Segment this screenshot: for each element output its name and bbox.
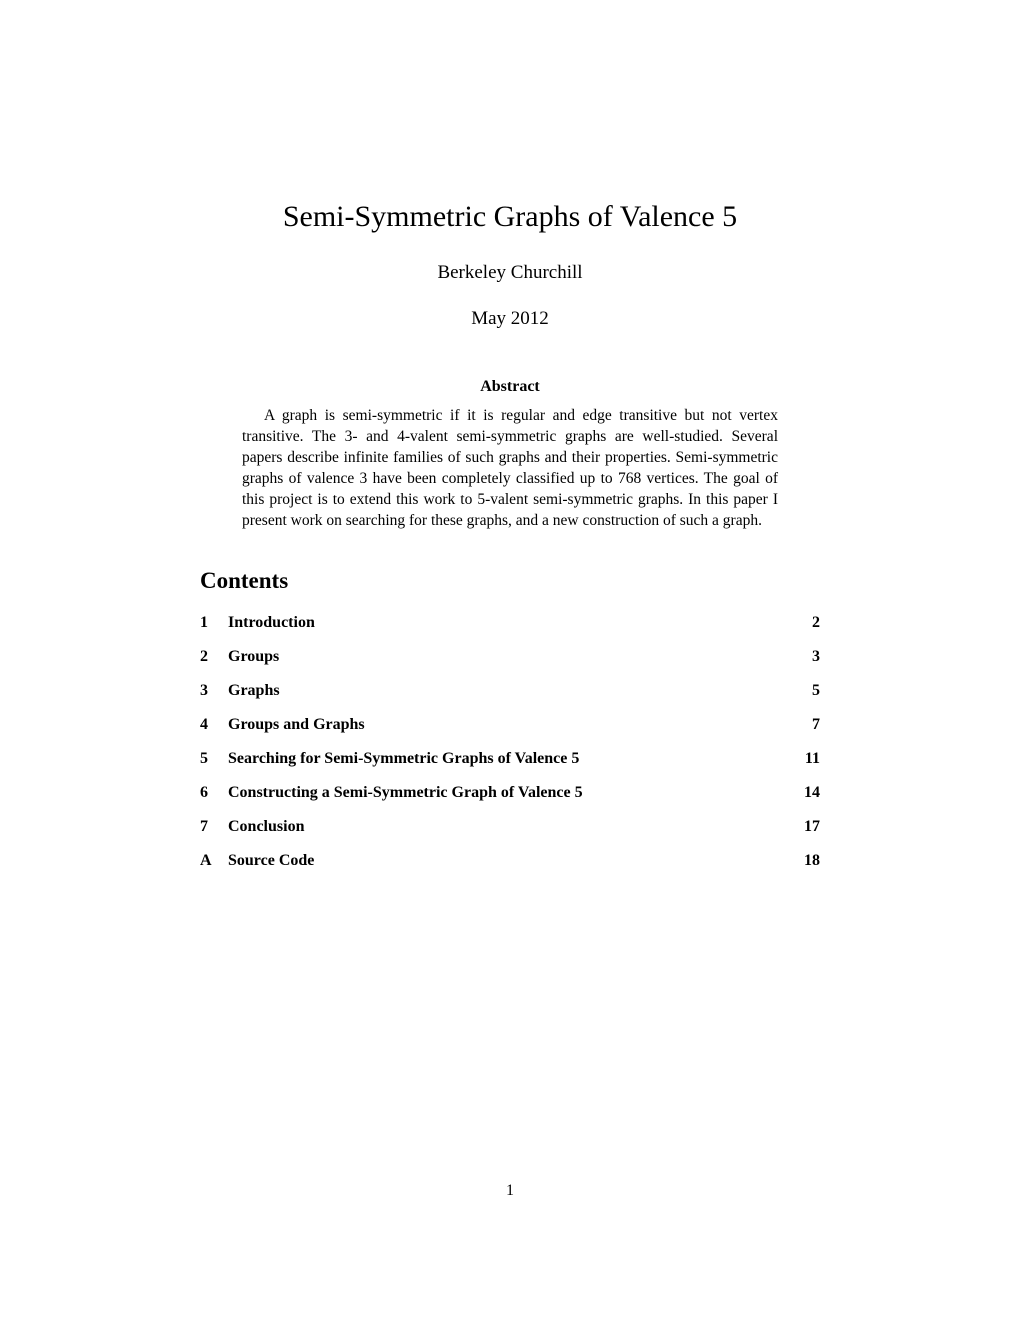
toc-entry-number: 7 — [200, 818, 228, 836]
toc-entry[interactable]: 6 Constructing a Semi-Symmetric Graph of… — [200, 784, 820, 802]
toc-entry-number: 3 — [200, 682, 228, 700]
toc-entry[interactable]: 7 Conclusion 17 — [200, 818, 820, 836]
toc-entry-number: 6 — [200, 784, 228, 802]
paper-title: Semi-Symmetric Graphs of Valence 5 — [200, 200, 820, 234]
page-content: Semi-Symmetric Graphs of Valence 5 Berke… — [0, 0, 1020, 870]
paper-author: Berkeley Churchill — [200, 262, 820, 284]
toc-entry-number: A — [200, 852, 228, 870]
toc-entry[interactable]: 5 Searching for Semi-Symmetric Graphs of… — [200, 750, 820, 768]
toc-entry-page: 14 — [790, 784, 820, 802]
toc-entry-title: Graphs — [228, 682, 790, 700]
abstract-heading: Abstract — [200, 378, 820, 396]
toc-entry-number: 2 — [200, 648, 228, 666]
toc-entry-page: 5 — [790, 682, 820, 700]
toc-entry-page: 18 — [790, 852, 820, 870]
contents-heading: Contents — [200, 568, 820, 594]
toc-entry-title: Conclusion — [228, 818, 790, 836]
toc-entry[interactable]: 4 Groups and Graphs 7 — [200, 716, 820, 734]
toc-entry-page: 2 — [790, 614, 820, 632]
abstract-text: A graph is semi-symmetric if it is regul… — [242, 406, 778, 532]
toc-entry[interactable]: 1 Introduction 2 — [200, 614, 820, 632]
table-of-contents: 1 Introduction 2 2 Groups 3 3 Graphs 5 4… — [200, 614, 820, 870]
toc-entry-number: 1 — [200, 614, 228, 632]
toc-entry-title: Searching for Semi-Symmetric Graphs of V… — [228, 750, 790, 768]
toc-entry-page: 11 — [790, 750, 820, 768]
toc-entry[interactable]: 2 Groups 3 — [200, 648, 820, 666]
toc-entry[interactable]: 3 Graphs 5 — [200, 682, 820, 700]
page-number: 1 — [0, 1182, 1020, 1200]
paper-date: May 2012 — [200, 308, 820, 330]
toc-entry-page: 7 — [790, 716, 820, 734]
toc-entry-page: 17 — [790, 818, 820, 836]
toc-entry-title: Groups and Graphs — [228, 716, 790, 734]
toc-entry-number: 5 — [200, 750, 228, 768]
toc-entry-title: Source Code — [228, 852, 790, 870]
toc-entry-number: 4 — [200, 716, 228, 734]
toc-entry[interactable]: A Source Code 18 — [200, 852, 820, 870]
toc-entry-page: 3 — [790, 648, 820, 666]
toc-entry-title: Introduction — [228, 614, 790, 632]
toc-entry-title: Constructing a Semi-Symmetric Graph of V… — [228, 784, 790, 802]
toc-entry-title: Groups — [228, 648, 790, 666]
